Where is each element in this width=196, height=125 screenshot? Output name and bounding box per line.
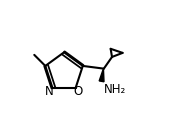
Text: O: O [74, 85, 83, 98]
Text: N: N [45, 85, 54, 98]
Text: NH₂: NH₂ [104, 83, 126, 96]
Polygon shape [99, 69, 104, 82]
